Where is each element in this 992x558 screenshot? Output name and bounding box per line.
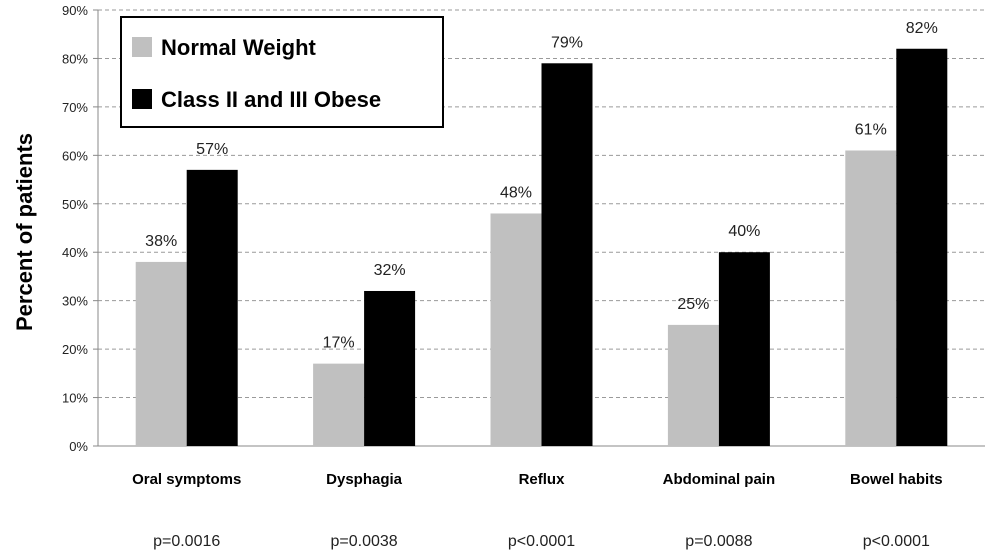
p-value-label: p=0.0016 [153,533,220,550]
y-tick-label: 0% [69,439,88,454]
x-tick-label: Bowel habits [850,471,943,488]
p-value-label: p=0.0038 [331,533,398,550]
bar-normal-weight-2 [490,213,542,446]
bar-obese-1 [364,290,416,446]
legend-label: Class II and III Obese [161,87,381,112]
bar-obese-4 [896,48,948,446]
labels: 0% 10% 20% 30% 40% 50% 60% 70% 80% 90% 38% 57% Oral … [62,3,943,550]
x-tick-label: Oral symptoms [132,471,241,488]
p-value-label: p=0.0088 [685,533,752,550]
data-label: 32% [374,262,406,279]
y-tick-label: 70% [62,100,88,115]
data-label: 57% [196,141,228,158]
legend-swatch [132,37,152,57]
y-axis-title: Percent of patients [12,133,37,331]
y-tick-label: 20% [62,342,88,357]
y-tick-label: 60% [62,148,88,163]
bar-normal-weight-4 [845,150,897,446]
data-label: 40% [728,223,760,240]
y-tick-label: 50% [62,197,88,212]
bar-obese-3 [718,252,770,446]
bar-normal-weight-0 [135,261,187,446]
data-label: 17% [323,335,355,352]
legend: Normal Weight Class II and III Obese [120,16,444,128]
p-value-label: p<0.0001 [508,533,575,550]
legend-box [120,16,444,128]
legend-swatch [132,89,152,109]
data-label: 79% [551,34,583,51]
bar-normal-weight-1 [313,363,365,446]
y-tick-label: 40% [62,245,88,260]
y-tick-label: 10% [62,391,88,406]
y-tick-label: 30% [62,294,88,309]
data-label: 25% [677,296,709,313]
bars [135,48,948,447]
data-label: 48% [500,184,532,201]
x-tick-label: Abdominal pain [663,471,776,488]
data-label: 61% [855,121,887,138]
y-tick-label: 80% [62,51,88,66]
bar-obese-0 [186,169,238,446]
data-label: 82% [906,20,938,37]
y-tick-label: 90% [62,3,88,18]
bar-normal-weight-3 [667,324,719,446]
x-tick-label: Dysphagia [326,471,403,488]
data-label: 38% [145,233,177,250]
bar-obese-2 [541,63,593,447]
x-tick-label: Reflux [519,471,566,488]
p-value-label: p<0.0001 [863,533,930,550]
legend-label: Normal Weight [161,35,317,60]
